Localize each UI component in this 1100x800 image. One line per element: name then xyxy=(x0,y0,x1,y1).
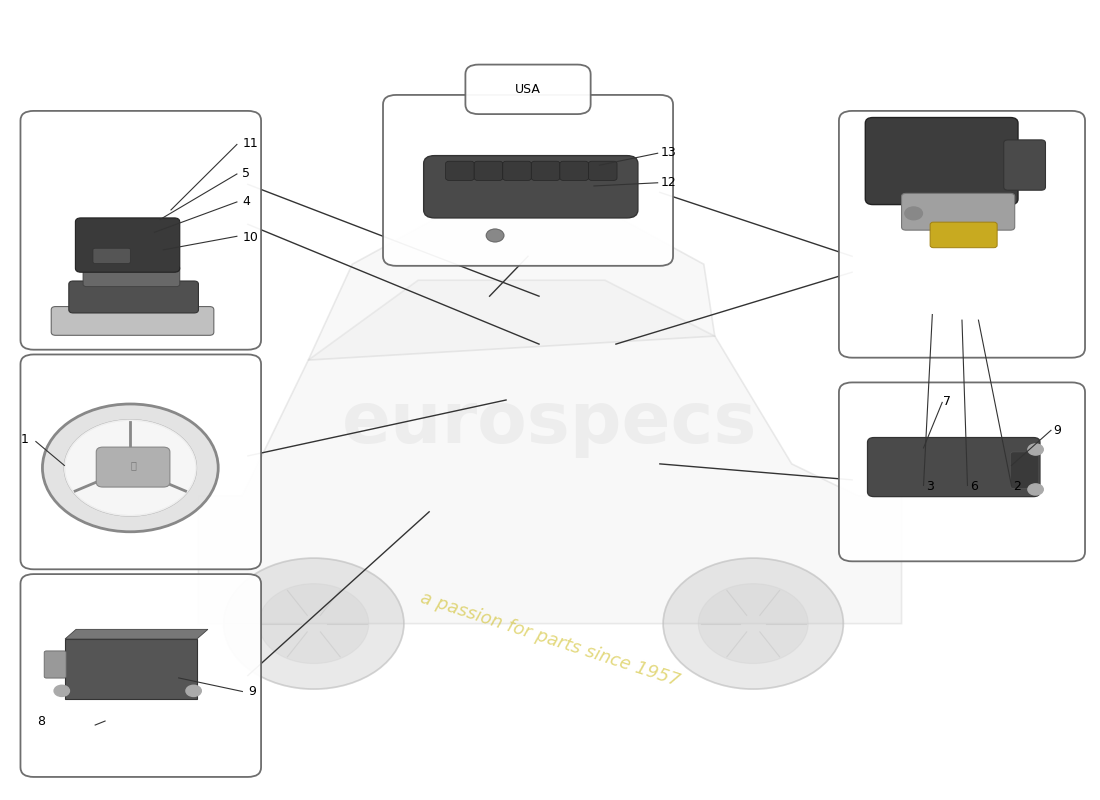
FancyBboxPatch shape xyxy=(839,382,1085,562)
Text: 10: 10 xyxy=(242,231,258,244)
Text: 11: 11 xyxy=(242,137,258,150)
Circle shape xyxy=(663,558,844,689)
FancyBboxPatch shape xyxy=(383,95,673,266)
FancyBboxPatch shape xyxy=(21,354,261,570)
Polygon shape xyxy=(308,216,715,360)
Text: 13: 13 xyxy=(661,146,676,159)
Text: 𝛹: 𝛹 xyxy=(131,461,136,470)
FancyBboxPatch shape xyxy=(76,218,179,272)
Polygon shape xyxy=(65,639,197,699)
FancyBboxPatch shape xyxy=(21,111,261,350)
FancyBboxPatch shape xyxy=(44,651,66,678)
Circle shape xyxy=(54,686,69,697)
Circle shape xyxy=(65,420,196,516)
FancyBboxPatch shape xyxy=(1010,452,1038,489)
FancyBboxPatch shape xyxy=(97,447,169,487)
Circle shape xyxy=(186,686,201,697)
Text: 12: 12 xyxy=(661,176,676,190)
FancyBboxPatch shape xyxy=(839,111,1085,358)
FancyBboxPatch shape xyxy=(902,194,1014,230)
Text: 7: 7 xyxy=(944,395,952,408)
Text: 6: 6 xyxy=(970,480,978,493)
Polygon shape xyxy=(65,630,208,639)
FancyBboxPatch shape xyxy=(94,248,130,263)
Text: 2: 2 xyxy=(1013,480,1022,493)
FancyBboxPatch shape xyxy=(84,266,179,286)
Text: 1: 1 xyxy=(20,434,29,446)
FancyBboxPatch shape xyxy=(868,438,1040,497)
Circle shape xyxy=(905,207,923,220)
Circle shape xyxy=(113,455,147,481)
FancyBboxPatch shape xyxy=(21,574,261,777)
FancyBboxPatch shape xyxy=(69,281,198,313)
Circle shape xyxy=(258,584,369,663)
Circle shape xyxy=(698,584,808,663)
FancyBboxPatch shape xyxy=(866,118,1018,205)
FancyBboxPatch shape xyxy=(588,162,617,180)
Polygon shape xyxy=(198,280,902,624)
FancyBboxPatch shape xyxy=(474,162,503,180)
FancyBboxPatch shape xyxy=(560,162,588,180)
Circle shape xyxy=(486,229,504,242)
FancyBboxPatch shape xyxy=(465,65,591,114)
Text: 8: 8 xyxy=(37,715,45,728)
Circle shape xyxy=(1027,444,1043,455)
FancyBboxPatch shape xyxy=(931,222,997,248)
Text: 5: 5 xyxy=(242,167,251,181)
Circle shape xyxy=(43,404,218,532)
FancyBboxPatch shape xyxy=(1003,140,1045,190)
FancyBboxPatch shape xyxy=(424,156,638,218)
FancyBboxPatch shape xyxy=(52,306,213,335)
Text: 4: 4 xyxy=(242,195,251,209)
FancyBboxPatch shape xyxy=(531,162,560,180)
FancyBboxPatch shape xyxy=(503,162,531,180)
Text: a passion for parts since 1957: a passion for parts since 1957 xyxy=(418,589,682,690)
Circle shape xyxy=(223,558,404,689)
Circle shape xyxy=(1027,484,1043,495)
Text: 9: 9 xyxy=(248,685,256,698)
Text: 3: 3 xyxy=(926,480,934,493)
Text: 9: 9 xyxy=(1053,424,1062,437)
Text: USA: USA xyxy=(515,83,541,96)
FancyBboxPatch shape xyxy=(446,162,474,180)
Text: eurospecs: eurospecs xyxy=(342,390,758,458)
